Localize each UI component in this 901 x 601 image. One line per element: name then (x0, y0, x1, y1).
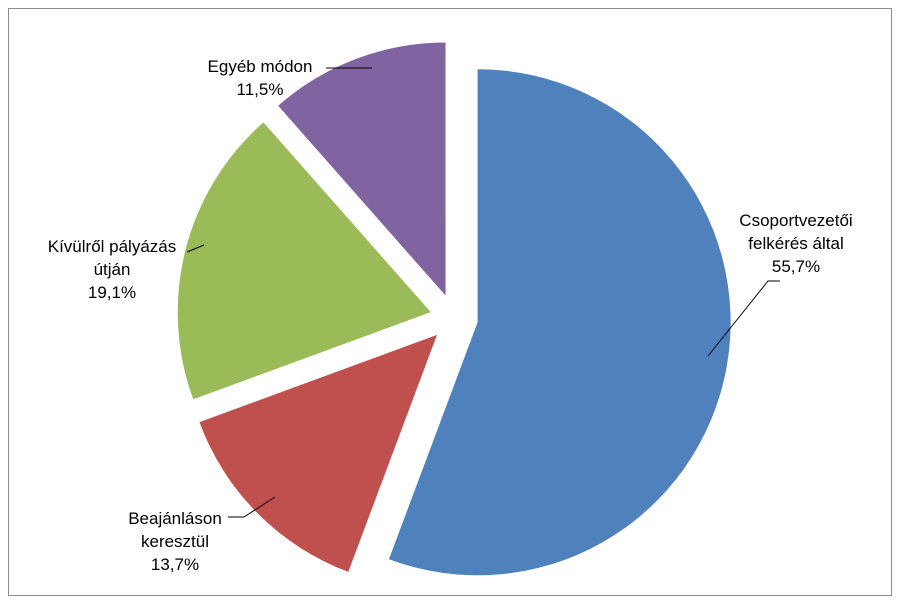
slice-label-line: felkérés által (748, 234, 843, 253)
leader-lines-layer (186, 67, 780, 518)
pie-slice-1 (388, 69, 731, 576)
slice-label-2: Beajánláson keresztül 13,7% (128, 509, 222, 574)
pie-slice-4 (278, 42, 446, 296)
leader-line-1 (707, 280, 780, 357)
pie-slice-2 (199, 334, 437, 572)
labels-layer: Csoportvezetői felkérés által 55,7% Beajánl… (48, 57, 853, 574)
pie-slice-3 (177, 122, 431, 400)
slice-label-line: Kívülről pályázás (48, 237, 177, 256)
slice-label-3: Kívülről pályázás útján 19,1% (48, 237, 177, 302)
slice-label-1: Csoportvezetői felkérés által 55,7% (739, 211, 852, 276)
slice-label-line: Egyéb módon (208, 57, 313, 76)
slice-value-label: 55,7% (772, 257, 820, 276)
slice-value-label: 19,1% (88, 283, 136, 302)
slice-label-line: Beajánláson (128, 509, 222, 528)
slice-value-label: 11,5% (237, 80, 284, 99)
leader-line-2 (228, 496, 276, 518)
slice-label-line: Csoportvezetői (739, 211, 852, 230)
slices-layer (177, 42, 731, 576)
slice-label-line: útján (94, 260, 131, 279)
slice-label-line: keresztül (141, 532, 209, 551)
leader-line-3 (186, 244, 205, 253)
slice-value-label: 13,7% (151, 555, 199, 574)
slice-label-4: Egyéb módon 11,5% (208, 57, 313, 99)
